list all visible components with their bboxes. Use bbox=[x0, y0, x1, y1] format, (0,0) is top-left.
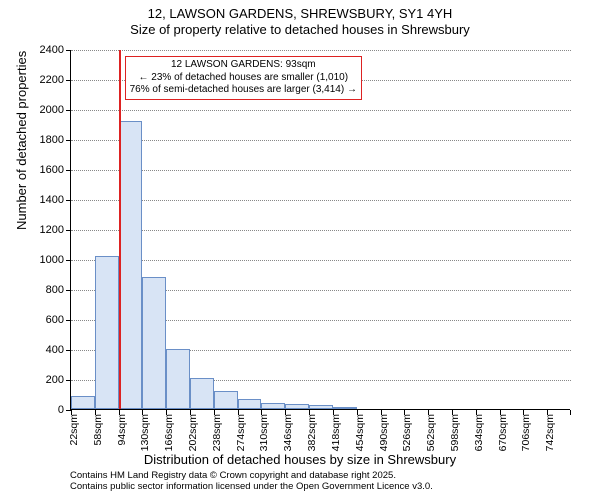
xtick-label: 490sqm bbox=[378, 414, 390, 451]
ytick-mark bbox=[66, 50, 71, 51]
xtick-label: 274sqm bbox=[235, 414, 247, 451]
ytick-label: 2000 bbox=[14, 104, 64, 116]
ytick-label: 400 bbox=[14, 344, 64, 356]
histogram-bar bbox=[261, 403, 285, 409]
ytick-mark bbox=[66, 110, 71, 111]
xtick-label: 634sqm bbox=[473, 414, 485, 451]
histogram-bar bbox=[71, 396, 95, 410]
gridline bbox=[71, 140, 571, 141]
ytick-label: 800 bbox=[14, 284, 64, 296]
footer-line-2: Contains public sector information licen… bbox=[70, 481, 433, 492]
xtick-label: 454sqm bbox=[354, 414, 366, 451]
xtick-label: 382sqm bbox=[306, 414, 318, 451]
gridline bbox=[71, 260, 571, 261]
x-axis-title: Distribution of detached houses by size … bbox=[0, 452, 600, 467]
plot-region: 22sqm58sqm94sqm130sqm166sqm202sqm238sqm2… bbox=[70, 50, 570, 410]
property-marker-line bbox=[119, 50, 121, 409]
ytick-mark bbox=[66, 320, 71, 321]
histogram-bar bbox=[214, 391, 238, 409]
ytick-mark bbox=[66, 260, 71, 261]
xtick-label: 238sqm bbox=[211, 414, 223, 451]
ytick-label: 2200 bbox=[14, 74, 64, 86]
xtick-label: 94sqm bbox=[116, 414, 128, 446]
histogram-bar bbox=[333, 407, 357, 409]
xtick-label: 166sqm bbox=[163, 414, 175, 451]
ytick-mark bbox=[66, 350, 71, 351]
xtick-label: 346sqm bbox=[282, 414, 294, 451]
xtick-label: 310sqm bbox=[258, 414, 270, 451]
chart-area: 22sqm58sqm94sqm130sqm166sqm202sqm238sqm2… bbox=[70, 50, 570, 410]
histogram-bar bbox=[285, 404, 309, 409]
ytick-label: 1600 bbox=[14, 164, 64, 176]
gridline bbox=[71, 170, 571, 171]
histogram-bar bbox=[95, 256, 119, 409]
annotation-line-3: 76% of semi-detached houses are larger (… bbox=[130, 84, 357, 97]
ytick-label: 0 bbox=[14, 404, 64, 416]
annotation-line-2: ← 23% of detached houses are smaller (1,… bbox=[130, 72, 357, 85]
ytick-label: 2400 bbox=[14, 44, 64, 56]
ytick-label: 1800 bbox=[14, 134, 64, 146]
ytick-mark bbox=[66, 200, 71, 201]
xtick-label: 202sqm bbox=[187, 414, 199, 451]
ytick-mark bbox=[66, 230, 71, 231]
histogram-bar bbox=[119, 121, 143, 409]
histogram-bar bbox=[238, 399, 262, 410]
ytick-label: 1400 bbox=[14, 194, 64, 206]
gridline bbox=[71, 50, 571, 51]
ytick-mark bbox=[66, 80, 71, 81]
annotation-line-1: 12 LAWSON GARDENS: 93sqm bbox=[130, 59, 357, 72]
xtick-label: 418sqm bbox=[330, 414, 342, 451]
title-line-2: Size of property relative to detached ho… bbox=[0, 22, 600, 38]
histogram-bar bbox=[190, 378, 214, 410]
ytick-label: 1000 bbox=[14, 254, 64, 266]
histogram-bar bbox=[309, 405, 333, 409]
xtick-label: 562sqm bbox=[425, 414, 437, 451]
xtick-label: 598sqm bbox=[449, 414, 461, 451]
xtick-label: 58sqm bbox=[92, 414, 104, 446]
xtick-mark bbox=[570, 410, 571, 415]
chart-title-block: 12, LAWSON GARDENS, SHREWSBURY, SY1 4YH … bbox=[0, 0, 600, 39]
footer-line-1: Contains HM Land Registry data © Crown c… bbox=[70, 470, 433, 481]
ytick-mark bbox=[66, 290, 71, 291]
title-line-1: 12, LAWSON GARDENS, SHREWSBURY, SY1 4YH bbox=[0, 6, 600, 22]
xtick-label: 22sqm bbox=[68, 414, 80, 446]
ytick-mark bbox=[66, 380, 71, 381]
ytick-mark bbox=[66, 140, 71, 141]
xtick-label: 706sqm bbox=[520, 414, 532, 451]
footer-attribution: Contains HM Land Registry data © Crown c… bbox=[70, 470, 433, 493]
ytick-mark bbox=[66, 170, 71, 171]
xtick-label: 526sqm bbox=[401, 414, 413, 451]
gridline bbox=[71, 110, 571, 111]
ytick-label: 200 bbox=[14, 374, 64, 386]
histogram-bar bbox=[142, 277, 166, 409]
xtick-label: 670sqm bbox=[497, 414, 509, 451]
annotation-box: 12 LAWSON GARDENS: 93sqm← 23% of detache… bbox=[125, 56, 362, 100]
xtick-label: 130sqm bbox=[139, 414, 151, 451]
xtick-label: 742sqm bbox=[544, 414, 556, 451]
gridline bbox=[71, 230, 571, 231]
ytick-label: 600 bbox=[14, 314, 64, 326]
histogram-bar bbox=[166, 349, 190, 409]
gridline bbox=[71, 200, 571, 201]
ytick-label: 1200 bbox=[14, 224, 64, 236]
